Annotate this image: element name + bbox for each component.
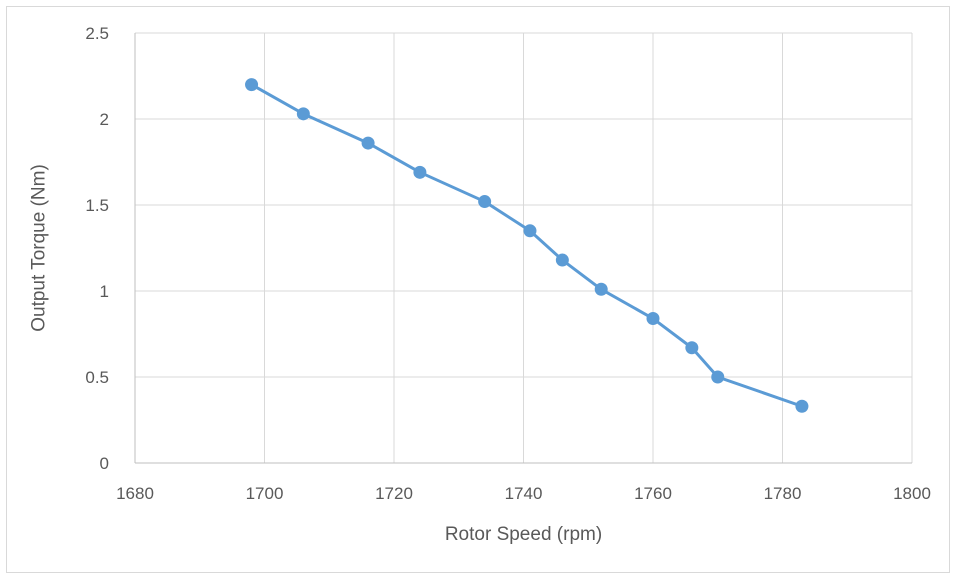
data-point	[711, 370, 725, 384]
data-point	[296, 107, 310, 121]
data-point	[795, 399, 809, 413]
y-tick-labels: 0 0.5 1 1.5 2 2.5	[85, 24, 109, 473]
y-tick-label: 1.5	[85, 196, 109, 215]
x-tick-label: 1680	[116, 484, 154, 503]
x-axis-title: Rotor Speed (rpm)	[445, 524, 602, 545]
data-point	[361, 136, 375, 150]
x-tick-label: 1700	[246, 484, 284, 503]
y-tick-label: 2.5	[85, 24, 109, 43]
series-line	[250, 83, 804, 408]
y-axis-title: Output Torque (Nm)	[29, 164, 50, 332]
x-tick-label: 1740	[505, 484, 543, 503]
y-tick-label: 0	[100, 454, 109, 473]
data-point	[646, 312, 660, 326]
x-tick-label: 1800	[893, 484, 931, 503]
x-tick-label: 1760	[634, 484, 672, 503]
data-point	[245, 78, 259, 92]
y-tick-label: 0.5	[85, 368, 109, 387]
y-tick-label: 2	[100, 110, 109, 129]
x-tick-label: 1780	[764, 484, 802, 503]
chart-frame	[6, 6, 950, 573]
series	[245, 78, 809, 413]
x-tick-labels: 1680 1700 1720 1740 1760 1780 1800	[116, 484, 931, 503]
x-tick-label: 1720	[375, 484, 413, 503]
data-point	[685, 341, 699, 355]
axes	[134, 33, 912, 464]
data-point	[594, 282, 608, 296]
data-point	[523, 224, 537, 238]
y-tick-label: 1	[100, 282, 109, 301]
data-point	[555, 253, 569, 267]
data-point	[478, 195, 492, 209]
data-point	[413, 165, 427, 179]
grid-lines	[135, 32, 913, 463]
